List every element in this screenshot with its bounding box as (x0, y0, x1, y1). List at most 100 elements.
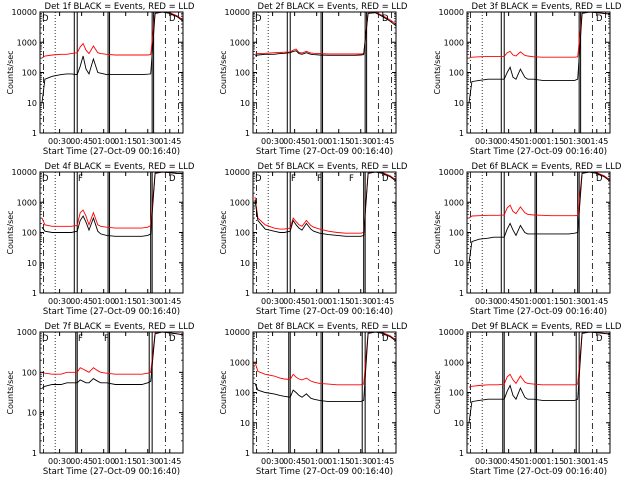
panel-title: Det 7f BLACK = Events, RED = LLD (45, 322, 195, 332)
state-marker: D (42, 174, 49, 184)
x-tick-label: 01:15 (541, 457, 564, 466)
y-tick-label: 10 (454, 419, 464, 428)
panel-title: Det 6f BLACK = Events, RED = LLD (472, 162, 622, 172)
x-axis-label: Start Time (27-Oct-09 00:16:40) (43, 307, 180, 317)
series-line-lld (468, 171, 611, 219)
x-tick-label: 01:45 (158, 457, 181, 466)
state-marker: F (78, 174, 83, 184)
x-tick-label: 00:30 (475, 297, 498, 306)
x-axis-label: Start Time (27-Oct-09 00:16:40) (256, 307, 393, 317)
y-tick-label: 1000 (17, 198, 37, 207)
state-marker: D (255, 14, 262, 24)
series-line-events (254, 171, 397, 237)
series-line-events (254, 12, 397, 57)
x-tick-label: 00:30 (48, 457, 71, 466)
x-tick-label: 00:45 (70, 137, 93, 146)
series-line-events (468, 11, 611, 103)
series-line-lld (468, 11, 611, 59)
y-tick-label: 10000 (439, 8, 464, 17)
x-tick-label: 01:15 (114, 297, 137, 306)
series-line-lld (254, 171, 397, 234)
y-tick-label: 100 (22, 229, 37, 238)
state-marker: F (317, 174, 322, 184)
x-tick-label: 01:30 (349, 457, 372, 466)
x-tick-label: 01:45 (371, 457, 394, 466)
x-tick-label: 01:30 (563, 297, 586, 306)
x-tick-label: 01:30 (563, 137, 586, 146)
y-tick-label: 1000 (230, 358, 250, 367)
x-axis-label: Start Time (27-Oct-09 00:16:40) (43, 147, 180, 157)
x-tick-label: 01:45 (585, 297, 608, 306)
y-tick-label: 1 (32, 129, 37, 138)
series-line-events (41, 171, 183, 237)
x-tick-label: 00:30 (261, 137, 284, 146)
y-axis-label: Counts/sec (433, 50, 442, 94)
y-tick-label: 1 (245, 449, 250, 458)
det-panel-6: Det 6f BLACK = Events, RED = LLD 1 10 100 10… (433, 162, 622, 317)
y-tick-label: 100 (449, 389, 464, 398)
state-marker: D (596, 334, 603, 344)
x-axis-label: Start Time (27-Oct-09 00:16:40) (470, 147, 607, 157)
x-tick-label: 00:45 (497, 297, 520, 306)
y-tick-label: 100 (235, 229, 250, 238)
plot-frame (252, 331, 397, 454)
y-tick-label: 10 (240, 259, 250, 268)
plot-frame (466, 171, 611, 294)
y-tick-label: 1 (245, 129, 250, 138)
plot-frame (466, 11, 611, 134)
x-tick-label: 00:45 (497, 137, 520, 146)
plot-frame (39, 11, 184, 134)
y-tick-label: 10000 (225, 168, 250, 177)
x-axis-label: Start Time (27-Oct-09 00:16:40) (43, 467, 180, 477)
series-line-events (41, 11, 184, 103)
x-tick-label: 01:30 (563, 457, 586, 466)
y-tick-label: 1000 (444, 358, 464, 367)
state-marker: D (596, 14, 603, 24)
y-tick-label: 10000 (225, 8, 250, 17)
series-line-lld (254, 11, 397, 55)
state-marker: D (169, 174, 176, 184)
x-tick-label: 01:45 (585, 137, 608, 146)
x-tick-label: 01:45 (371, 137, 394, 146)
y-tick-label: 100 (235, 389, 250, 398)
x-tick-label: 01:45 (158, 297, 181, 306)
x-tick-label: 01:15 (541, 137, 564, 146)
x-axis-label: Start Time (27-Oct-09 00:16:40) (256, 467, 393, 477)
x-tick-label: 01:30 (349, 137, 372, 146)
y-tick-label: 10 (454, 99, 464, 108)
x-tick-label: 01:00 (519, 297, 542, 306)
panel-title: Det 5f BLACK = Events, RED = LLD (258, 162, 408, 172)
series-line-events (468, 331, 611, 423)
y-tick-label: 1000 (17, 38, 37, 47)
y-axis-label: Counts/sec (219, 210, 228, 254)
x-tick-label: 00:45 (70, 457, 93, 466)
panel-title: Det 3f BLACK = Events, RED = LLD (472, 2, 622, 12)
x-tick-label: 00:45 (497, 457, 520, 466)
x-tick-label: 00:30 (475, 137, 498, 146)
x-tick-label: 01:45 (158, 137, 181, 146)
plot-frame (252, 171, 397, 294)
y-tick-label: 100 (22, 69, 37, 78)
y-axis-label: Counts/sec (433, 210, 442, 254)
y-tick-label: 100 (235, 69, 250, 78)
state-marker: F (104, 334, 109, 344)
plot-frame (252, 11, 397, 134)
x-tick-label: 01:15 (327, 137, 350, 146)
y-axis-label: Counts/sec (6, 50, 15, 94)
y-tick-label: 10000 (225, 328, 250, 337)
y-tick-label: 100 (22, 368, 37, 377)
state-marker: F (349, 174, 354, 184)
x-tick-label: 01:45 (585, 457, 608, 466)
series-line-events (468, 171, 611, 263)
y-axis-label: Counts/sec (6, 370, 15, 414)
panel-title: Det 9f BLACK = Events, RED = LLD (472, 322, 622, 332)
x-axis-label: Start Time (27-Oct-09 00:16:40) (470, 467, 607, 477)
panel-title: Det 8f BLACK = Events, RED = LLD (258, 322, 408, 332)
x-tick-label: 01:45 (371, 297, 394, 306)
y-axis-label: Counts/sec (219, 370, 228, 414)
det-panel-8: Det 8f BLACK = Events, RED = LLD 1 10 100 10… (219, 322, 408, 477)
y-tick-label: 1000 (230, 198, 250, 207)
x-axis-label: Start Time (27-Oct-09 00:16:40) (256, 147, 393, 157)
series-line-lld (41, 331, 184, 375)
